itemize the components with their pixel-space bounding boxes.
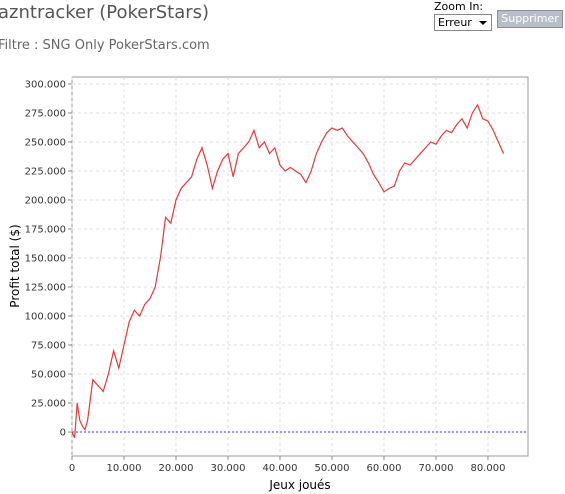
chart-subtitle: Filtre : SNG Only PokerStars.com: [0, 38, 210, 53]
y-tick-label: 125.000: [25, 282, 66, 293]
chart-title: azntracker (PokerStars): [0, 2, 209, 23]
y-tick-label: 225.000: [25, 166, 66, 177]
x-tick-label: 50.000: [314, 463, 349, 474]
x-tick-label: 20.000: [158, 463, 193, 474]
y-tick-label: 25.000: [31, 398, 66, 409]
y-tick-label: 200.000: [25, 195, 66, 206]
x-tick-label: 40.000: [262, 463, 297, 474]
zoom-select[interactable]: Erreur: [434, 14, 492, 31]
select-value: Erreur: [438, 16, 472, 29]
y-tick-label: 300.000: [25, 79, 66, 90]
x-axis-label: Jeux joués: [268, 478, 330, 492]
y-tick-label: 150.000: [25, 253, 66, 264]
select-arrow: [479, 21, 487, 25]
y-tick-label: 175.000: [25, 224, 66, 235]
x-tick-label: 60.000: [366, 463, 401, 474]
plot-area: [71, 76, 529, 457]
x-tick-label: 0: [69, 463, 75, 474]
y-tick-label: 50.000: [31, 369, 66, 380]
x-tick-label: 80.000: [470, 463, 505, 474]
y-tick-label: 275.000: [25, 108, 66, 119]
y-tick-label: 250.000: [25, 137, 66, 148]
x-tick-label: 10.000: [106, 463, 141, 474]
x-tick-label: 30.000: [210, 463, 245, 474]
y-tick-label: 100.000: [25, 311, 66, 322]
zoom-label: Zoom In:: [434, 0, 484, 13]
delete-button[interactable]: Supprimer: [497, 10, 563, 28]
profit-line: [71, 103, 505, 439]
x-tick-label: 70.000: [418, 463, 453, 474]
y-tick-label: 0: [60, 427, 66, 438]
y-tick-label: 75.000: [31, 340, 66, 351]
y-axis-label: Profit total ($): [8, 224, 22, 307]
